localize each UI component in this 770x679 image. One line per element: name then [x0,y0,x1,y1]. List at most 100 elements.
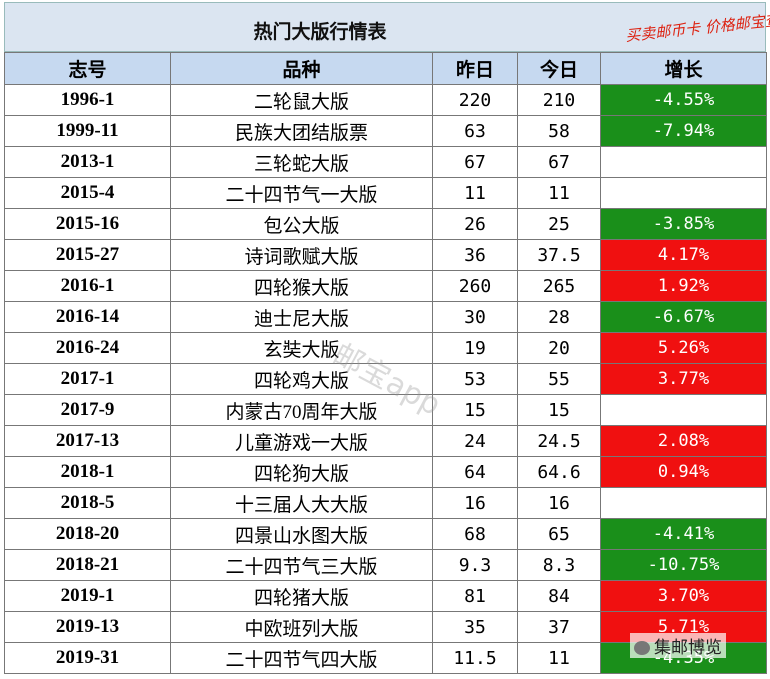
logo: 集邮博览 [630,633,726,658]
table-cell: 2017-1 [4,363,171,395]
table-cell: 2018-1 [4,456,171,488]
table-cell: 11 [517,642,601,674]
table-cell: 玄奘大版 [170,332,433,364]
table-cell: 十三届人大大版 [170,487,433,519]
table-cell: -7.94% [600,115,767,147]
table-cell: 2015-4 [4,177,171,209]
table-row: 1999-11 民族大团结版票 63 58 -7.94% [4,115,767,147]
table-cell: 8.3 [517,549,601,581]
table-cell: 1996-1 [4,84,171,116]
table-cell: 中欧班列大版 [170,611,433,643]
table-cell: 55 [517,363,601,395]
table-row: 2015-4 二十四节气一大版 11 11 [4,177,767,209]
table-cell: 1.92% [600,270,767,302]
price-table: 志号 品种 昨日 今日 增长 1996-1 二轮鼠大版 220 210 -4.55% 1999-1… [4,52,767,674]
table-cell: 63 [432,115,518,147]
table-cell: -4.55% [600,84,767,116]
column-header: 增长 [600,52,767,85]
table-cell: 2.08% [600,425,767,457]
table-cell: 24.5 [517,425,601,457]
table-cell: 84 [517,580,601,612]
table-cell: 包公大版 [170,208,433,240]
table-cell [600,177,767,209]
table-cell: 2015-16 [4,208,171,240]
table-cell: 260 [432,270,518,302]
table-cell: 64.6 [517,456,601,488]
table-cell: 2018-21 [4,549,171,581]
table-cell: 28 [517,301,601,333]
table-cell: 内蒙古70周年大版 [170,394,433,426]
table-cell: 35 [432,611,518,643]
table-cell: 25 [517,208,601,240]
title-bar: 热门大版行情表 买卖邮币卡 价格邮宝查 [4,2,770,52]
table-row: 2019-13 中欧班列大版 35 37 5.71% [4,611,767,643]
table-cell: 68 [432,518,518,550]
table-cell: 65 [517,518,601,550]
table-cell: 迪士尼大版 [170,301,433,333]
table-cell: 四景山水图大版 [170,518,433,550]
table-cell: 24 [432,425,518,457]
table-cell: 36 [432,239,518,271]
logo-icon [634,641,650,655]
table-cell: 58 [517,115,601,147]
table-cell: 4.17% [600,239,767,271]
table-cell: 19 [432,332,518,364]
table-cell: 二十四节气四大版 [170,642,433,674]
table-cell: 三轮蛇大版 [170,146,433,178]
header-row: 志号 品种 昨日 今日 增长 [4,52,767,85]
table-cell: 53 [432,363,518,395]
table-cell: 15 [432,394,518,426]
table-cell: -6.67% [600,301,767,333]
table-cell: 2013-1 [4,146,171,178]
table-cell: 0.94% [600,456,767,488]
table-cell: -10.75% [600,549,767,581]
table-cell [600,487,767,519]
table-cell: 四轮猴大版 [170,270,433,302]
table-cell: 诗词歌赋大版 [170,239,433,271]
table-cell: 37.5 [517,239,601,271]
table-row: 2016-24 玄奘大版 19 20 5.26% [4,332,767,364]
table-cell: -3.85% [600,208,767,240]
table-row: 2015-16 包公大版 26 25 -3.85% [4,208,767,240]
table-row: 2018-20 四景山水图大版 68 65 -4.41% [4,518,767,550]
table-cell: 2017-9 [4,394,171,426]
table-row: 2018-1 四轮狗大版 64 64.6 0.94% [4,456,767,488]
table-cell [600,146,767,178]
table-cell: 16 [432,487,518,519]
table-row: 2018-5 十三届人大大版 16 16 [4,487,767,519]
table-cell: 2015-27 [4,239,171,271]
table-cell: 民族大团结版票 [170,115,433,147]
table-row: 1996-1 二轮鼠大版 220 210 -4.55% [4,84,767,116]
table-cell: 15 [517,394,601,426]
column-header: 品种 [170,52,433,85]
table-cell: 81 [432,580,518,612]
table-cell: 20 [517,332,601,364]
table-cell: 5.26% [600,332,767,364]
table-cell: 四轮鸡大版 [170,363,433,395]
table-cell: 2019-13 [4,611,171,643]
table-cell: 30 [432,301,518,333]
table-cell: 67 [432,146,518,178]
table-cell: 2017-13 [4,425,171,457]
table-row: 2018-21 二十四节气三大版 9.3 8.3 -10.75% [4,549,767,581]
table-cell: 16 [517,487,601,519]
table-cell: 2016-24 [4,332,171,364]
table-row: 2017-13 儿童游戏一大版 24 24.5 2.08% [4,425,767,457]
table-cell: 2016-1 [4,270,171,302]
table-cell: 二十四节气三大版 [170,549,433,581]
table-cell: 2019-31 [4,642,171,674]
table-cell: 265 [517,270,601,302]
table-cell: -4.41% [600,518,767,550]
table-cell: 2018-5 [4,487,171,519]
table-cell: 220 [432,84,518,116]
title: 热门大版行情表 [253,21,387,43]
table-body: 1996-1 二轮鼠大版 220 210 -4.55% 1999-11 民族大团结版票 63 5… [4,84,767,674]
table-cell: 儿童游戏一大版 [170,425,433,457]
table-cell: 26 [432,208,518,240]
table-cell: 2018-20 [4,518,171,550]
table-row: 2019-1 四轮猪大版 81 84 3.70% [4,580,767,612]
table-cell: 二十四节气一大版 [170,177,433,209]
table-row: 2015-27 诗词歌赋大版 36 37.5 4.17% [4,239,767,271]
table-cell: 11 [517,177,601,209]
